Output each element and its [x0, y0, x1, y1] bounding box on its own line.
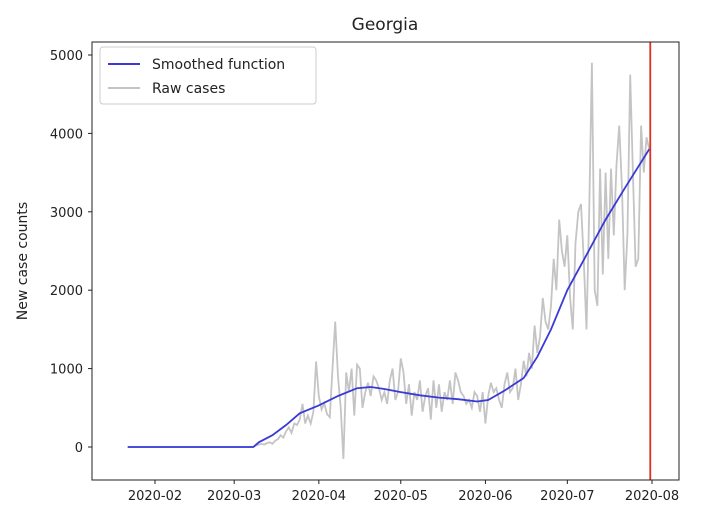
plot-frame: [91, 41, 680, 481]
x-tick-label: 2020-06: [458, 489, 512, 504]
y-axis: 0 1000 2000 3000 4000 5000: [50, 49, 92, 456]
y-tick-label: 0: [75, 441, 83, 456]
chart-title: Georgia: [352, 15, 419, 35]
series-smoothed-function: [127, 148, 651, 448]
plot-area: [127, 42, 652, 480]
y-axis-label: New case counts: [15, 202, 31, 320]
y-tick-label: 1000: [50, 363, 83, 378]
x-tick-label: 2020-08: [625, 489, 679, 504]
legend-label-smoothed: Smoothed function: [152, 57, 285, 73]
y-tick-label: 3000: [50, 206, 83, 221]
series-raw-cases: [127, 62, 651, 459]
x-tick-label: 2020-05: [374, 489, 428, 504]
y-tick-label: 2000: [50, 284, 83, 299]
legend-label-raw: Raw cases: [152, 81, 225, 97]
legend-box: [99, 46, 317, 105]
x-tick-label: 2020-07: [540, 489, 594, 504]
x-tick-label: 2020-03: [207, 489, 261, 504]
y-tick-label: 5000: [50, 49, 83, 64]
legend: Smoothed function Raw cases: [99, 46, 317, 105]
x-axis: 2020-02 2020-03 2020-04 2020-05 2020-06 2020-…: [128, 480, 679, 504]
x-tick-label: 2020-04: [292, 489, 346, 504]
y-tick-label: 4000: [50, 127, 83, 142]
x-tick-label: 2020-02: [128, 489, 182, 504]
